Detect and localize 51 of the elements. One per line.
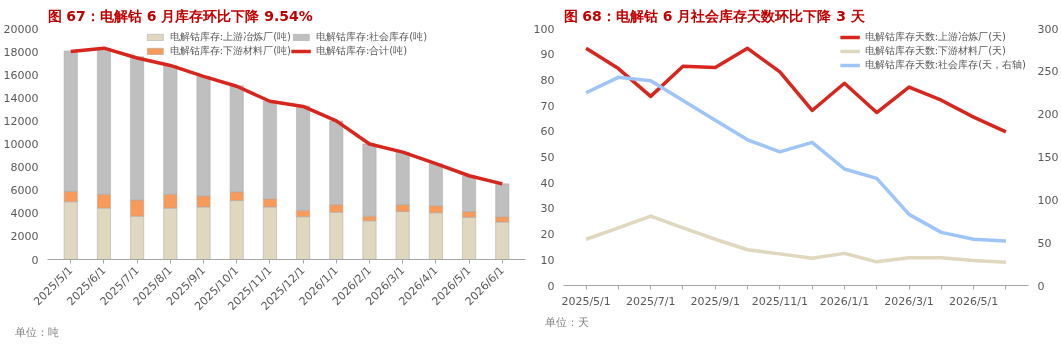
chart-title: 图 68：电解钴 6 月社会库存天数环比下降 3 天	[563, 7, 866, 24]
legend-label: 电解钴库存:上游冶炼厂(吨)	[169, 30, 291, 44]
y-tick-label: 10	[540, 253, 555, 267]
y2-tick-label: 200	[1037, 108, 1059, 122]
y-tick-label: 90	[540, 48, 555, 62]
bar	[362, 143, 377, 217]
text: 单位：吨	[15, 325, 59, 341]
y2-tick-label: 300	[1037, 22, 1059, 36]
y-tick-label: 70	[540, 99, 555, 113]
legend-label: 电解钴库存天数:社会库存(天，右轴)	[864, 58, 1026, 72]
y-tick-label: 0	[31, 253, 39, 267]
text: 单位：天	[545, 315, 589, 331]
y-tick-label: 50	[540, 151, 555, 164]
x-tick-label: 2025/9/1	[690, 294, 740, 308]
y-tick-label: 18000	[3, 45, 39, 59]
y-tick-label: 12000	[3, 114, 39, 128]
y-tick-label: 0	[547, 279, 555, 293]
legend-label: 电解钴库存天数:下游材料厂(天)	[864, 44, 1006, 58]
legend-label: 电解钴库存:下游材料厂(吨)	[169, 44, 291, 58]
y-tick-label: 40	[540, 176, 555, 190]
y-tick-label: 4000	[10, 207, 39, 221]
y2-tick-label: 150	[1037, 151, 1059, 164]
y-tick-label: 10000	[3, 138, 39, 151]
x-tick-label: 2026/3/1	[884, 294, 934, 308]
y-tick-label: 80	[540, 73, 555, 87]
x-tick-label: 2026/5/1	[948, 294, 999, 308]
y-tick-label: 100	[533, 22, 555, 36]
y2-tick-label: 0	[1037, 279, 1045, 293]
x-tick-label: 2025/7/1	[625, 294, 676, 308]
line-series	[68, 46, 505, 186]
y-tick-label: 60	[540, 125, 555, 139]
y-tick-label: 8000	[10, 161, 39, 175]
legend-label: 电解钴库存天数:上游冶炼厂(天)	[864, 30, 1006, 44]
y-tick-label: 16000	[3, 68, 39, 82]
y2-tick-label: 250	[1037, 65, 1059, 79]
y-tick-label: 20000	[3, 22, 39, 36]
y-tick-label: 30	[540, 202, 555, 216]
x-tick-label: 2025/11/1	[751, 294, 809, 308]
line-series	[584, 214, 1008, 265]
line-series	[584, 75, 1008, 243]
y-tick-label: 14000	[3, 91, 39, 105]
legend-label: 电解钴库存:社会库存(吨)	[316, 30, 428, 44]
x-tick-label: 2026/1/1	[819, 294, 870, 308]
y2-tick-label: 50	[1037, 236, 1052, 250]
x-tick-label: 2025/5/1	[561, 294, 611, 308]
y-tick-label: 20	[540, 228, 555, 242]
legend-label: 电解钴库存:合计(吨)	[316, 44, 408, 58]
y-tick-label: 6000	[10, 184, 39, 198]
y2-tick-label: 100	[1037, 193, 1059, 207]
chart-title: 图 67：电解钴 6 月库存环比下降 9.54%	[47, 7, 313, 24]
y-tick-label: 2000	[10, 230, 39, 244]
